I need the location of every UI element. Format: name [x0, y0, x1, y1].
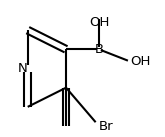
Text: OH: OH — [89, 16, 109, 29]
Text: Br: Br — [99, 120, 114, 132]
Text: N: N — [18, 62, 28, 75]
Text: B: B — [94, 43, 103, 56]
Text: OH: OH — [131, 55, 151, 68]
